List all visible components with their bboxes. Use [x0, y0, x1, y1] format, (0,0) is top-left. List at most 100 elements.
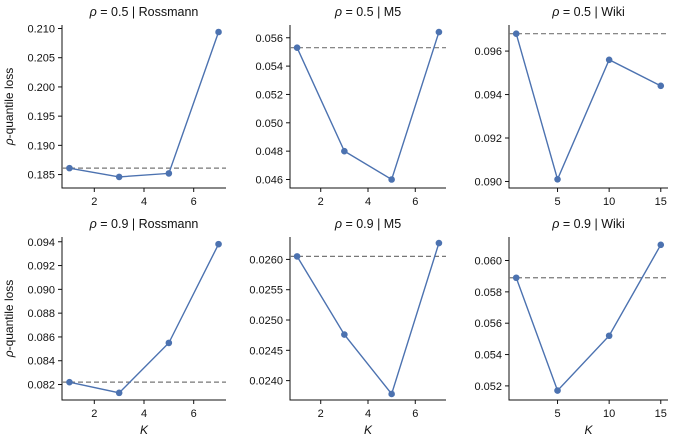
data-point — [165, 170, 173, 177]
data-point — [66, 378, 73, 386]
data-point — [293, 44, 301, 51]
y-tick-label: 0.190 — [27, 140, 55, 152]
x-tick-label: 2 — [318, 196, 324, 208]
series-line — [69, 243, 220, 394]
y-tick-label: 0.052 — [255, 89, 283, 101]
axis-spines — [508, 237, 668, 401]
x-tick-label: 15 — [655, 196, 667, 208]
subplot-5: 0.0240 0.0245 0.0250 0.0255 0.0260 2 4 6 ρ = 0.9… — [249, 217, 446, 437]
y-tick-label: 0.054 — [255, 61, 283, 73]
axis-spines — [61, 25, 226, 189]
y-tick-label: 0.048 — [255, 146, 283, 158]
y-tick-label: 0.058 — [474, 287, 502, 299]
y-tick-label: 0.092 — [27, 261, 55, 273]
data-point — [388, 390, 395, 398]
y-tick-label: 0.050 — [255, 118, 283, 130]
subplot-3: 0.090 0.092 0.094 0.096 5 10 15 ρ = 0.5 | Wiki — [474, 5, 668, 208]
y-tick-label: 0.195 — [27, 111, 55, 123]
subplot-title: ρ = 0.9 | Rossmann — [89, 217, 199, 231]
x-tick-label: 4 — [141, 196, 147, 208]
y-tick-label: 0.205 — [27, 53, 55, 65]
y-tick-label: 0.086 — [27, 332, 55, 344]
y-tick-label: 0.056 — [474, 318, 502, 330]
subplot-2: 0.046 0.048 0.050 0.052 0.054 0.056 2 4 6 ρ = 0.5… — [255, 5, 446, 208]
data-point — [66, 164, 73, 172]
axis-spines — [289, 25, 446, 189]
x-tick-label: 10 — [603, 408, 615, 420]
x-tick-label: 2 — [91, 408, 97, 420]
y-tick-label: 0.060 — [474, 256, 502, 268]
data-point — [115, 389, 123, 397]
x-tick-label: 6 — [412, 408, 418, 420]
data-point — [512, 274, 520, 282]
y-tick-label: 0.088 — [27, 308, 55, 320]
subplot-6: 0.052 0.054 0.056 0.058 0.060 5 10 15 ρ = 0.9 | … — [474, 217, 668, 437]
data-point — [554, 387, 561, 394]
subplot-1: 0.185 0.190 0.195 0.200 0.205 0.210 2 4 6 ρ = 0.5… — [2, 5, 226, 208]
y-tick-label: 0.046 — [255, 174, 283, 186]
x-tick-label: 4 — [365, 408, 371, 420]
y-tick-label: 0.0245 — [249, 345, 283, 357]
y-tick-label: 0.084 — [27, 356, 55, 368]
data-point — [115, 173, 123, 181]
y-tick-label: 0.185 — [27, 170, 55, 182]
series-line — [69, 31, 220, 178]
x-tick-label: 15 — [655, 408, 667, 420]
y-tick-label: 0.094 — [474, 90, 502, 102]
y-tick-label: 0.094 — [27, 237, 55, 249]
y-tick-label: 0.200 — [27, 82, 55, 94]
data-point — [215, 28, 222, 36]
data-point — [605, 56, 613, 64]
y-tick-label: 0.210 — [27, 24, 55, 36]
subplot-4: 0.082 0.084 0.086 0.088 0.090 0.092 0.094 2 4 6 ρ … — [2, 217, 226, 437]
axis-spines — [61, 237, 226, 401]
y-tick-label: 0.056 — [255, 33, 283, 45]
data-point — [388, 176, 395, 183]
data-point — [435, 28, 443, 36]
x-tick-label: 6 — [191, 408, 197, 420]
subplot-title: ρ = 0.9 | Wiki — [551, 217, 625, 231]
subplot-title: ρ = 0.5 | Wiki — [551, 5, 625, 19]
data-point — [341, 331, 348, 338]
y-tick-label: 0.0260 — [249, 254, 283, 266]
y-tick-label: 0.090 — [474, 176, 502, 188]
series-line — [515, 244, 662, 392]
x-tick-label: 4 — [141, 408, 147, 420]
data-point — [657, 82, 665, 90]
x-tick-label: 2 — [318, 408, 324, 420]
data-point — [605, 332, 613, 340]
y-tick-label: 0.096 — [474, 46, 502, 58]
x-tick-label: 6 — [191, 196, 197, 208]
y-tick-label: 0.054 — [474, 350, 502, 362]
x-axis-label: K — [584, 423, 593, 437]
x-tick-label: 6 — [412, 196, 418, 208]
x-tick-label: 4 — [365, 196, 371, 208]
series-line — [296, 31, 440, 181]
x-axis-label: K — [140, 423, 149, 437]
data-point — [554, 176, 561, 183]
data-point — [341, 147, 348, 155]
data-point — [293, 253, 301, 260]
x-axis-label: K — [364, 423, 373, 437]
axis-spines — [289, 237, 446, 401]
axis-spines — [508, 25, 668, 189]
x-tick-label: 5 — [554, 408, 560, 420]
y-tick-label: 0.0255 — [249, 285, 283, 297]
data-point — [435, 239, 443, 247]
subplot-title: ρ = 0.5 | M5 — [334, 5, 401, 19]
data-point — [215, 240, 222, 248]
subplot-title: ρ = 0.5 | Rossmann — [89, 5, 199, 19]
data-point — [512, 30, 520, 37]
data-point — [657, 241, 665, 249]
y-tick-label: 0.090 — [27, 284, 55, 296]
y-tick-label: 0.082 — [27, 380, 55, 392]
y-tick-label: 0.092 — [474, 133, 502, 145]
subplot-title: ρ = 0.9 | M5 — [334, 217, 401, 231]
y-tick-label: 0.0240 — [249, 376, 283, 388]
y-axis-label: ρ-quantile loss — [2, 280, 16, 359]
x-tick-label: 5 — [554, 196, 560, 208]
x-tick-label: 2 — [91, 196, 97, 208]
y-tick-label: 0.052 — [474, 381, 502, 393]
data-point — [165, 339, 173, 347]
